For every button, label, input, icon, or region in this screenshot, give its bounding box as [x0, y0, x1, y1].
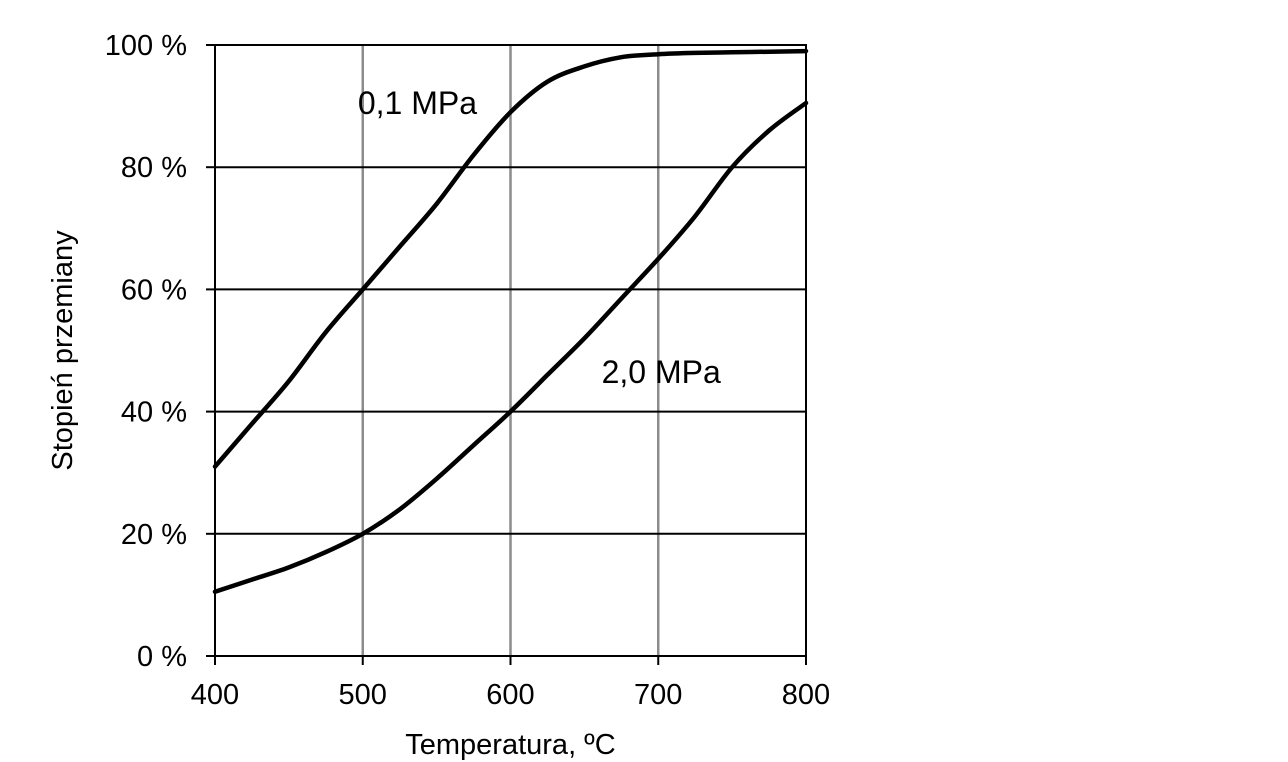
x-axis-title: Temperatura, ºC	[405, 729, 615, 761]
series-line-0-1-mpa	[212, 48, 809, 469]
series-label: 0,1 MPa	[358, 85, 477, 121]
series-line-2-0-mpa	[212, 100, 809, 595]
y-tick-label: 60 %	[121, 274, 187, 306]
y-axis-title: Stopień przemiany	[47, 230, 79, 471]
x-tick-label: 500	[339, 679, 387, 711]
y-tick-label: 100 %	[105, 30, 187, 62]
y-tick-label: 0 %	[137, 641, 187, 673]
y-tick-label: 80 %	[121, 152, 187, 184]
series-label: 2,0 MPa	[602, 354, 721, 390]
series-lines	[212, 48, 809, 595]
grid	[215, 45, 806, 656]
x-tick-label: 800	[782, 679, 830, 711]
y-tick-label: 20 %	[121, 519, 187, 551]
x-tick-label: 700	[634, 679, 682, 711]
labels: 400 500 600 700 800 0 % 20 % 40 % 60 % 80 % 100 % T…	[47, 30, 830, 761]
x-tick-label: 400	[191, 679, 239, 711]
y-tick-label: 40 %	[121, 397, 187, 429]
axes	[206, 44, 807, 665]
x-tick-label: 600	[486, 679, 534, 711]
